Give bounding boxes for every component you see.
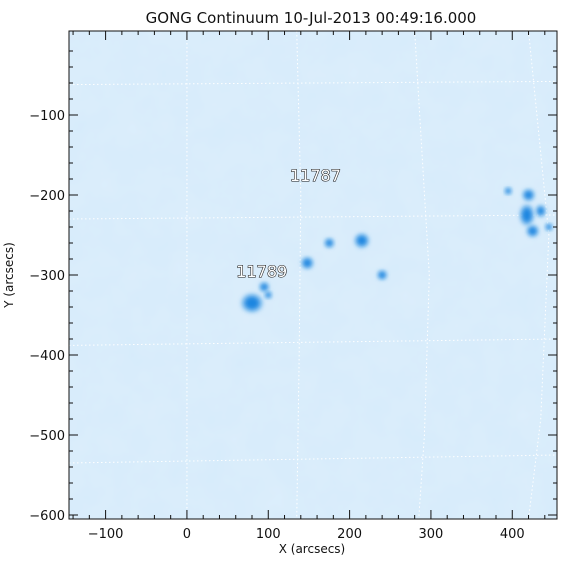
umbra [244,296,260,310]
y-tick-label: −500 [29,429,65,444]
umbra [265,292,271,298]
umbra [546,224,552,230]
y-tick-label: −100 [29,109,65,124]
umbra [378,271,386,279]
x-axis-ticks: −100 0 100 200 300 400 [72,31,546,542]
region-label: 11789 [236,262,287,281]
umbra [356,235,367,246]
grid-latitude-line [69,338,557,346]
grid-longitude-line [528,31,550,519]
chart-title: GONG Continuum 10-Jul-2013 00:49:16.000 [146,9,477,27]
grid-longitude-line [414,31,430,519]
umbra [260,283,268,291]
y-axis-ticks: −100 −200 −300 −400 −500 −600 [29,50,557,524]
x-tick-label: 400 [500,527,525,542]
grid-longitude-line [296,31,302,519]
spot-east-6 [504,187,512,195]
x-tick-label: 200 [337,527,362,542]
y-tick-label: −600 [29,509,65,524]
x-tick-label: 0 [183,527,191,542]
x-axis-label: X (arcsecs) [279,542,346,556]
spot-a [301,257,314,269]
umbra [505,188,511,194]
spot-east-5 [545,223,553,231]
umbra [522,207,532,223]
spot-b [324,238,335,248]
spot-east-3 [526,225,539,237]
umbra [537,207,544,215]
heliographic-grid [69,31,557,519]
spot-11789-main [241,293,263,313]
umbra [524,191,533,199]
umbra [326,239,333,247]
y-tick-label: −400 [29,349,65,364]
region-label: 11787 [290,166,341,185]
continuum-texture [69,31,557,519]
plot-area [69,31,557,519]
spot-east-1 [522,189,535,201]
x-tick-label: 100 [256,527,281,542]
annotations: 11787 11789 [236,165,342,281]
grid-latitude-line [69,214,557,220]
grid-latitude-line [69,80,557,86]
x-tick-label: −100 [88,527,124,542]
x-tick-label: 300 [419,527,444,542]
spot-11789-tail [264,291,272,299]
spot-east-2 [519,204,535,226]
spot-d [377,270,388,280]
y-axis-label: Y (arcsecs) [2,242,16,309]
umbra [528,227,537,235]
spot-c [354,233,370,248]
y-tick-label: −200 [29,189,65,204]
y-tick-label: −300 [29,269,65,284]
umbra [303,259,312,267]
spot-11789-small [259,282,270,292]
spot-east-4 [535,205,546,217]
sunspot-features [241,187,553,313]
grid-latitude-line [69,454,557,464]
